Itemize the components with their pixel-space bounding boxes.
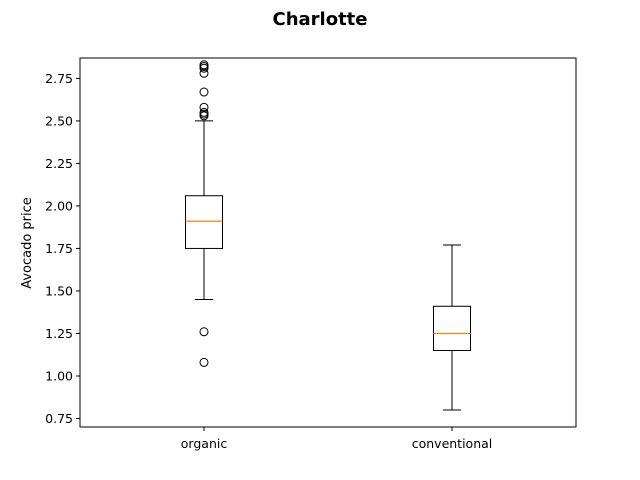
y-tick-label: 2.75 xyxy=(45,71,73,86)
box-organic xyxy=(185,195,223,249)
y-tick-label: 0.75 xyxy=(45,411,73,426)
y-tick-label: 1.25 xyxy=(45,326,73,341)
y-tick-label: 2.25 xyxy=(45,156,73,171)
plot-area: 0.75 1.00 1.25 1.50 1.75 2.00 2.25 2.50 2.75 orga… xyxy=(45,57,577,451)
box-conventional xyxy=(433,305,471,351)
outlier-point xyxy=(199,68,209,78)
y-tick-label: 1.75 xyxy=(45,241,73,256)
y-tick-label: 1.50 xyxy=(45,283,73,298)
y-axis-label: Avocado price xyxy=(20,197,35,289)
outlier-point xyxy=(199,107,209,117)
chart-title: Charlotte xyxy=(272,9,367,30)
y-tick-label: 2.00 xyxy=(45,198,73,213)
outlier-point xyxy=(199,327,209,337)
outlier-point xyxy=(199,87,209,97)
outlier-point xyxy=(199,102,209,112)
y-tick-label: 1.00 xyxy=(45,368,73,383)
plot-frame xyxy=(79,57,577,428)
outlier-point xyxy=(199,60,209,70)
x-tick-label: conventional xyxy=(412,436,493,451)
y-tick-label: 2.50 xyxy=(45,113,73,128)
x-tick-label: organic xyxy=(181,436,228,451)
outlier-point xyxy=(199,357,209,367)
